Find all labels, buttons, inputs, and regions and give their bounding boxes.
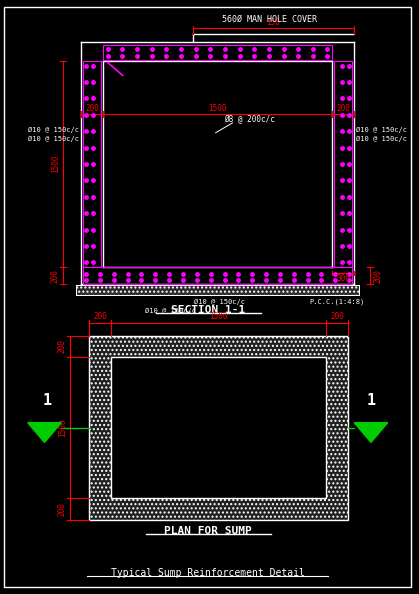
Text: Ø10 @ 150c/c: Ø10 @ 150c/c (28, 127, 79, 133)
Text: 1500: 1500 (51, 154, 60, 173)
Text: 1500: 1500 (58, 418, 67, 437)
Bar (76, 285, 359, 295)
Text: 1: 1 (43, 393, 52, 408)
Text: 200: 200 (93, 312, 107, 321)
Text: 200: 200 (336, 103, 350, 112)
Text: 200: 200 (331, 312, 344, 321)
Text: 300: 300 (336, 274, 350, 283)
Text: PLAN FOR SUMP: PLAN FOR SUMP (164, 526, 251, 536)
Polygon shape (28, 422, 61, 443)
Text: 1: 1 (366, 393, 375, 408)
Text: 200: 200 (373, 269, 383, 283)
Text: Ø10 @ 150c/c: Ø10 @ 150c/c (28, 135, 79, 142)
Text: P.C.C.(1:4:8): P.C.C.(1:4:8) (310, 299, 365, 305)
Text: 200: 200 (51, 269, 60, 283)
Text: Ø8 @ 200c/c: Ø8 @ 200c/c (224, 115, 275, 125)
Text: Ø10 @ 150c/c: Ø10 @ 150c/c (145, 308, 196, 314)
Bar (83, 61, 101, 267)
Text: Ø10 @ 150c/c: Ø10 @ 150c/c (356, 127, 407, 133)
Text: 200: 200 (58, 502, 67, 516)
Bar (103, 45, 332, 59)
Text: 200: 200 (85, 103, 99, 112)
Text: 200: 200 (58, 340, 67, 353)
Polygon shape (354, 422, 388, 443)
Bar (83, 267, 352, 284)
Text: Typical Sump Reinforcement Detail: Typical Sump Reinforcement Detail (111, 568, 305, 578)
Text: 1500: 1500 (210, 312, 228, 321)
Text: 150: 150 (266, 18, 280, 27)
Text: 1500: 1500 (208, 103, 227, 112)
Text: Ø10 @ 150c/c: Ø10 @ 150c/c (194, 299, 245, 305)
Text: SECTION 1-1: SECTION 1-1 (171, 305, 245, 315)
Text: 560Ø MAN HOLE COVER: 560Ø MAN HOLE COVER (222, 14, 317, 24)
Bar (334, 61, 352, 267)
Text: Ø10 @ 150c/c: Ø10 @ 150c/c (356, 135, 407, 142)
Bar (89, 336, 348, 520)
Bar (111, 358, 326, 498)
